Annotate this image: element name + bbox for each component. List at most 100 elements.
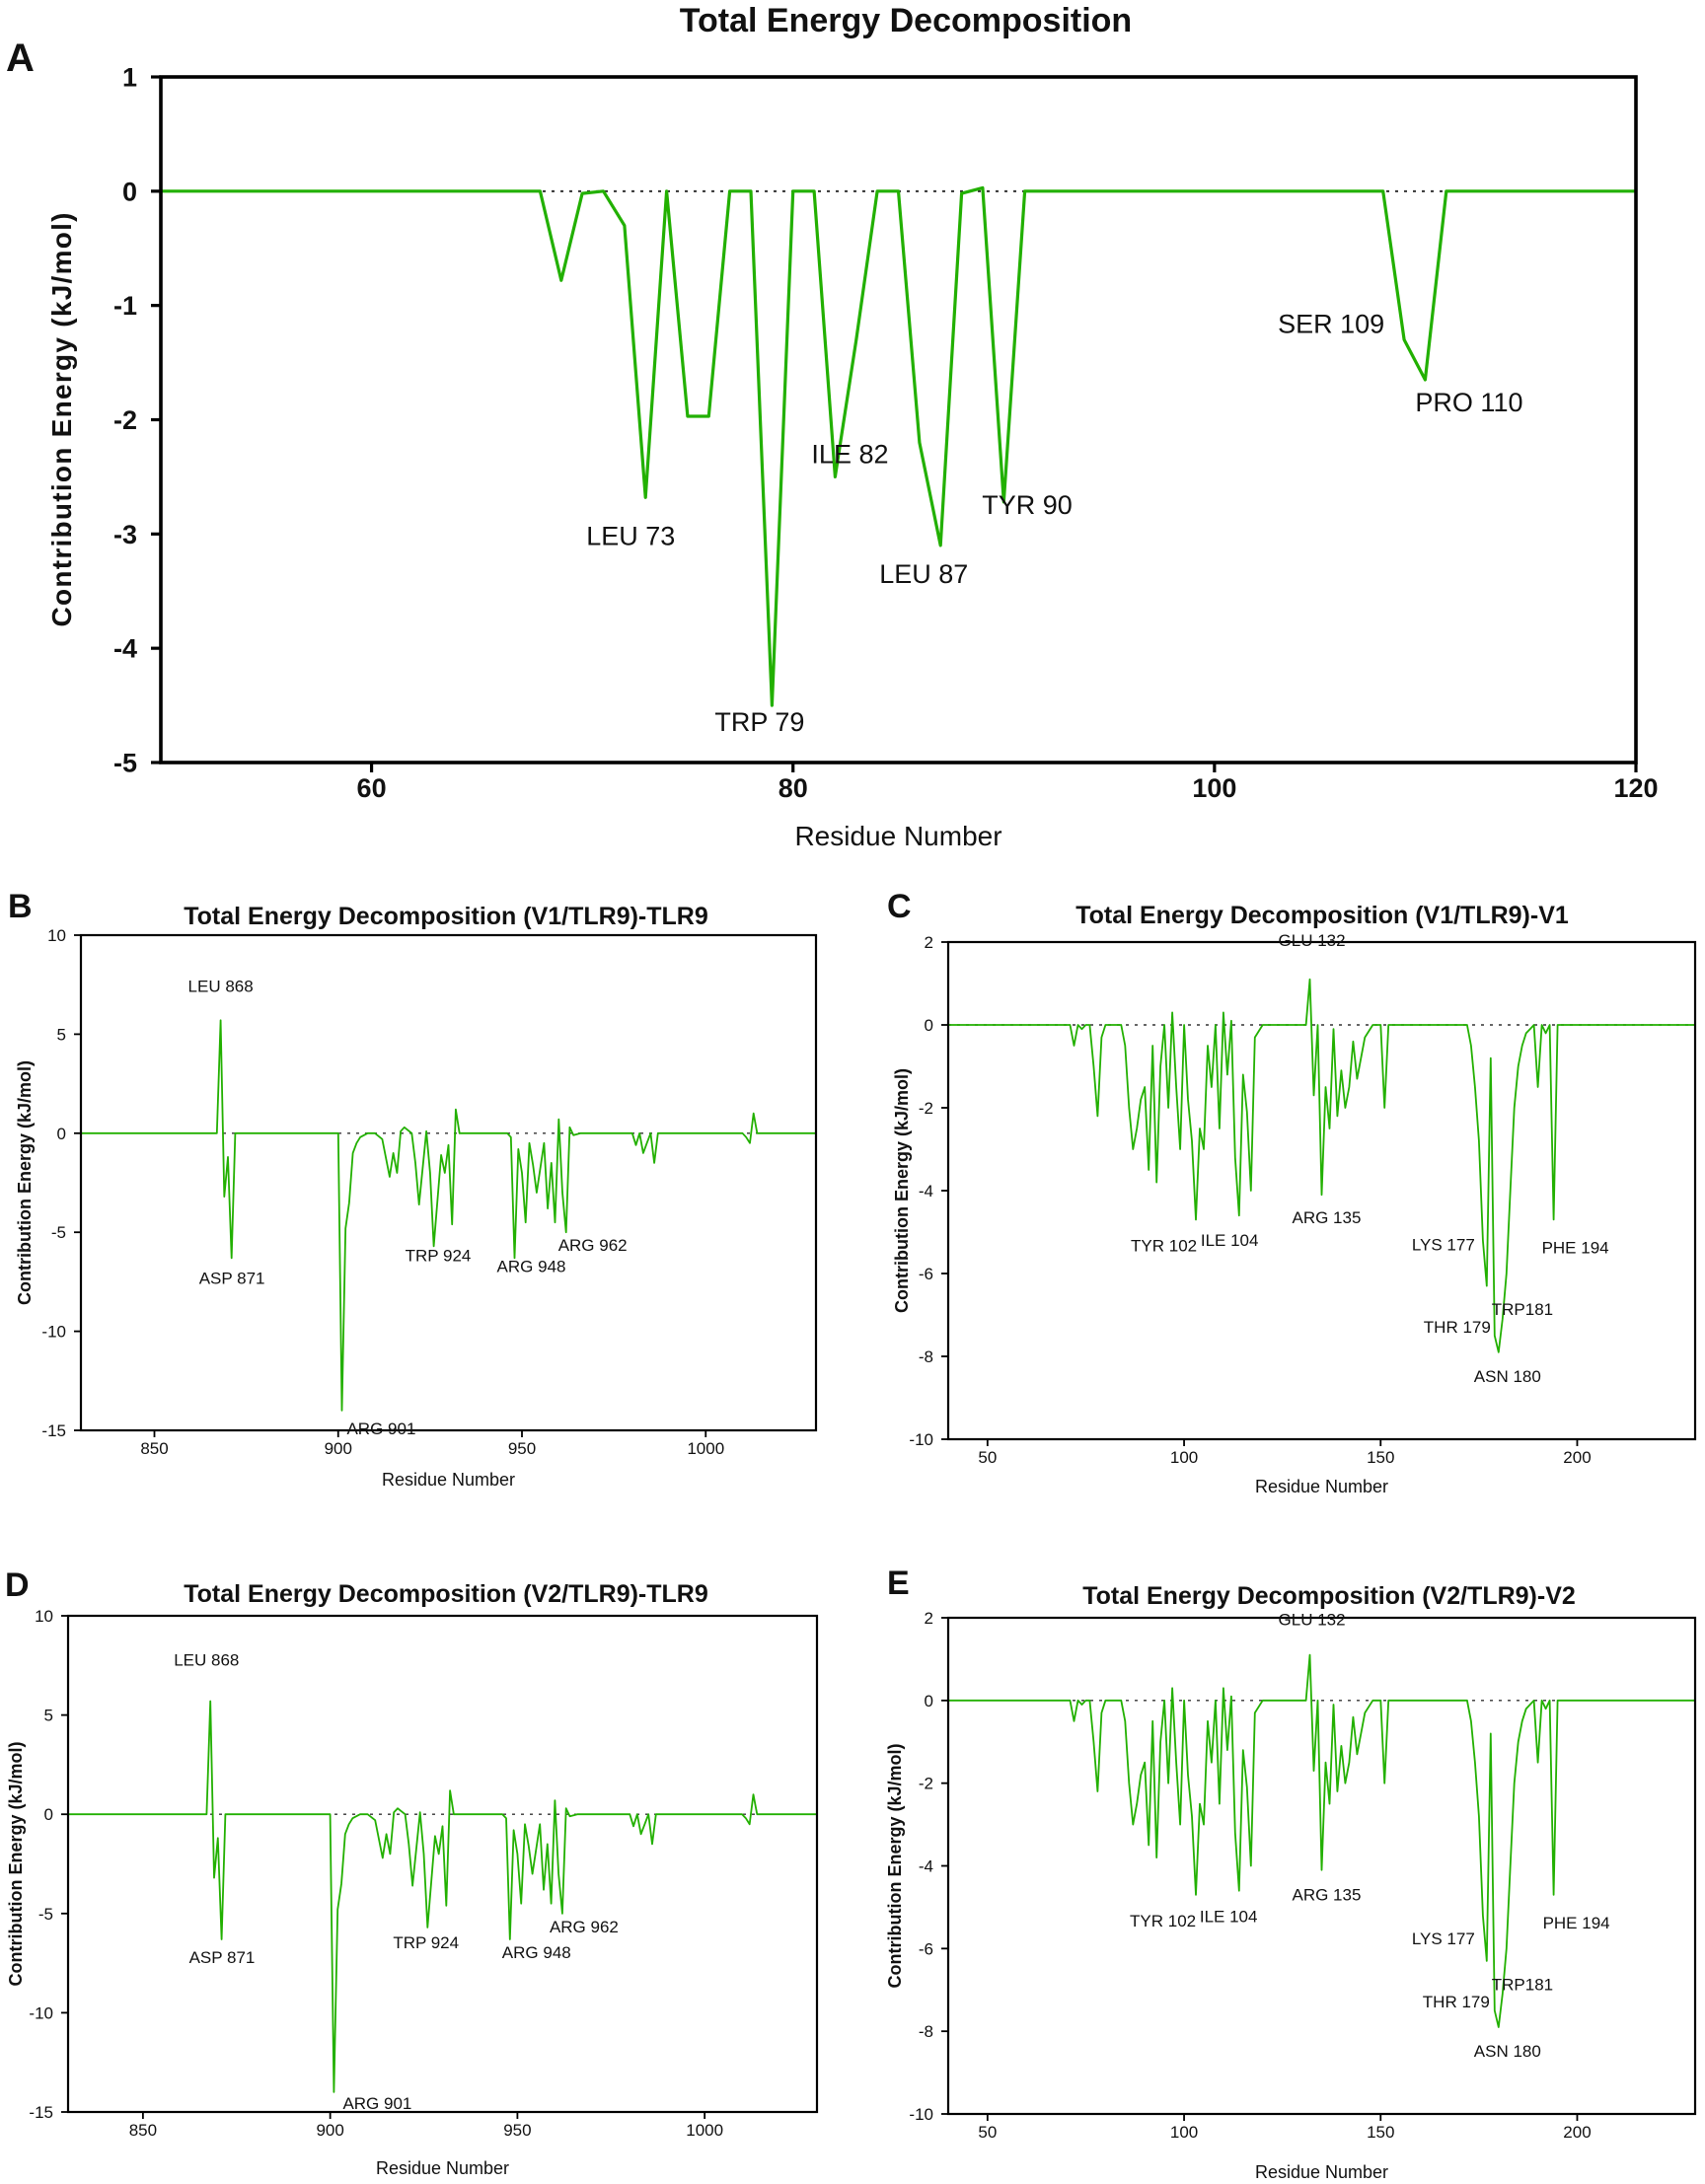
chart-title: Total Energy Decomposition (V2/TLR9)-V2 xyxy=(1082,1582,1576,1610)
x-tick-label: 200 xyxy=(1563,1448,1591,1467)
y-tick-label: 0 xyxy=(57,1125,66,1143)
chart-title: Total Energy Decomposition (V1/TLR9)-TLR… xyxy=(184,903,708,930)
panel-letter: E xyxy=(887,1565,910,1602)
x-axis-label: Residue Number xyxy=(794,821,1001,851)
panel-d: D Total Energy Decomposition (V2/TLR9)-TL… xyxy=(5,1566,819,2178)
panel-letter: B xyxy=(8,888,33,925)
residue-annotation: TRP 924 xyxy=(406,1246,472,1265)
y-tick-label: -6 xyxy=(919,1939,933,1958)
y-tick-label: -15 xyxy=(41,1421,66,1440)
x-tick-label: 100 xyxy=(1170,1448,1198,1467)
residue-annotation: ASN 180 xyxy=(1474,2042,1541,2061)
residue-annotation: ILE 82 xyxy=(811,439,888,469)
residue-annotation: SER 109 xyxy=(1278,309,1384,338)
y-tick-label: 5 xyxy=(57,1025,66,1044)
x-axis-label: Residue Number xyxy=(1255,2162,1388,2182)
y-axis-label: Contribution Energy (kJ/mol) xyxy=(15,1060,35,1305)
residue-annotation: TYR 102 xyxy=(1131,1236,1197,1255)
residue-annotation: ARG 135 xyxy=(1293,1886,1362,1905)
x-tick-label: 850 xyxy=(140,1439,168,1458)
residue-annotation: TYR 102 xyxy=(1130,1912,1196,1930)
residue-annotation: GLU 132 xyxy=(1279,1611,1346,1630)
y-tick-label: -5 xyxy=(38,1905,53,1924)
residue-annotation: THR 179 xyxy=(1423,1993,1490,2011)
y-tick-label: -3 xyxy=(113,520,137,549)
chart-title: Total Energy Decomposition (V1/TLR9)-V1 xyxy=(1075,902,1569,929)
panel-c: C Total Energy Decomposition (V1/TLR9)-V1… xyxy=(887,888,1697,1496)
residue-annotation: THR 179 xyxy=(1424,1318,1491,1337)
y-tick-label: 10 xyxy=(47,926,66,945)
x-tick-label: 1000 xyxy=(686,2121,723,2140)
residue-annotation: LYS 177 xyxy=(1412,1236,1475,1255)
x-tick-label: 950 xyxy=(508,1439,536,1458)
y-tick-label: -15 xyxy=(29,2103,53,2122)
y-tick-label: 10 xyxy=(35,1607,53,1626)
panel-e: E Total Energy Decomposition (V2/TLR9)-V2… xyxy=(885,1565,1697,2182)
y-tick-label: 5 xyxy=(44,1707,53,1725)
residue-annotation: ARG 901 xyxy=(346,1420,415,1438)
y-tick-label: -2 xyxy=(113,405,137,435)
x-tick-label: 100 xyxy=(1170,2123,1198,2142)
residue-annotation: ILE 104 xyxy=(1200,1908,1258,1927)
y-tick-label: 0 xyxy=(925,1016,933,1035)
residue-annotation: PRO 110 xyxy=(1415,388,1522,417)
residue-annotation: TRP181 xyxy=(1492,1975,1553,1994)
x-axis-label: Residue Number xyxy=(382,1470,515,1490)
residue-annotation: ARG 901 xyxy=(342,2094,411,2113)
chart-title: Total Energy Decomposition xyxy=(680,2,1132,39)
residue-annotation: ARG 948 xyxy=(502,1943,571,1962)
y-tick-label: 2 xyxy=(925,1609,933,1628)
y-tick-label: -2 xyxy=(919,1775,933,1793)
y-tick-label: -10 xyxy=(29,2003,53,2022)
y-tick-label: -8 xyxy=(919,1347,933,1366)
y-tick-label: 0 xyxy=(44,1805,53,1824)
residue-annotation: ASP 871 xyxy=(199,1269,265,1287)
x-tick-label: 900 xyxy=(325,1439,352,1458)
y-tick-label: 0 xyxy=(122,177,137,206)
x-axis-label: Residue Number xyxy=(376,2158,509,2178)
residue-annotation: ASN 180 xyxy=(1474,1367,1541,1386)
residue-annotation: ARG 948 xyxy=(497,1257,566,1275)
y-axis-label: Contribution Energy (kJ/mol) xyxy=(892,1068,912,1313)
x-tick-label: 50 xyxy=(978,2123,997,2142)
x-tick-label: 150 xyxy=(1367,2123,1394,2142)
x-tick-label: 60 xyxy=(357,773,387,803)
x-tick-label: 950 xyxy=(503,2121,531,2140)
panel-letter: C xyxy=(887,888,912,925)
x-tick-label: 120 xyxy=(1613,773,1658,803)
x-tick-label: 200 xyxy=(1563,2123,1591,2142)
residue-annotation: PHE 194 xyxy=(1542,1238,1609,1257)
x-tick-label: 80 xyxy=(778,773,808,803)
residue-annotation: ARG 962 xyxy=(550,1918,619,1936)
residue-annotation: LEU 868 xyxy=(188,977,254,995)
y-tick-label: 0 xyxy=(925,1692,933,1711)
y-tick-label: -1 xyxy=(113,291,137,321)
y-tick-label: -4 xyxy=(919,1182,933,1201)
series-line xyxy=(161,185,1636,707)
x-tick-label: 900 xyxy=(316,2121,343,2140)
series-line xyxy=(948,978,1695,1353)
plot-frame xyxy=(66,1614,819,2114)
series-line xyxy=(68,1700,817,2093)
panel-letter: A xyxy=(6,36,35,80)
y-tick-label: -4 xyxy=(919,1856,933,1875)
residue-annotation: ASP 871 xyxy=(189,1948,256,1967)
x-tick-label: 50 xyxy=(978,1448,997,1467)
y-tick-label: -8 xyxy=(919,2022,933,2041)
plot-frame xyxy=(79,933,818,1432)
residue-annotation: TRP181 xyxy=(1492,1300,1553,1319)
residue-annotation: ARG 962 xyxy=(558,1236,628,1255)
residue-annotation: PHE 194 xyxy=(1543,1914,1610,1932)
panel-letter: D xyxy=(5,1566,30,1604)
x-tick-label: 100 xyxy=(1192,773,1236,803)
y-tick-label: -4 xyxy=(113,634,137,664)
residue-annotation: LEU 87 xyxy=(879,559,968,589)
x-tick-label: 850 xyxy=(129,2121,157,2140)
y-tick-label: -5 xyxy=(51,1223,66,1242)
residue-annotation: TYR 90 xyxy=(982,490,1073,520)
residue-annotation: ARG 135 xyxy=(1293,1208,1362,1227)
residue-annotation: LEU 868 xyxy=(174,1651,239,1670)
residue-annotation: TRP 79 xyxy=(714,707,804,737)
residue-annotation: LYS 177 xyxy=(1412,1929,1475,1948)
